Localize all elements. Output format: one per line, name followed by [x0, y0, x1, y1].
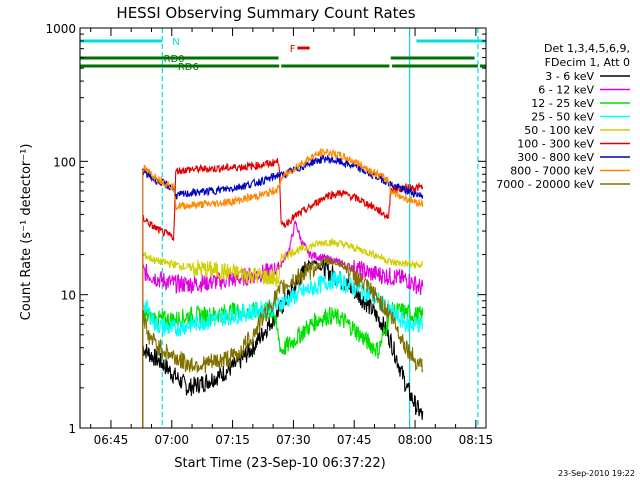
legend-label-1: 6 - 12 keV: [538, 84, 594, 97]
legend: Det 1,3,4,5,6,9, FDecim 1, Att 0 3 - 6 k…: [496, 42, 630, 191]
y-tick-label-0: 1: [68, 422, 76, 436]
x-tick-label-0: 06:45: [94, 433, 129, 447]
legend-label-2: 12 - 25 keV: [531, 97, 594, 110]
series-line-1: [142, 220, 424, 428]
legend-header-line-1: Det 1,3,4,5,6,9,: [544, 42, 630, 55]
legend-label-8: 7000 - 20000 keV: [496, 178, 594, 191]
series-line-8: [142, 255, 424, 428]
x-tick-label-6: 08:15: [459, 433, 494, 447]
legend-label-7: 800 - 7000 keV: [510, 165, 594, 178]
x-tick-label-1: 07:00: [154, 433, 189, 447]
y-tick-label-2: 100: [53, 155, 76, 169]
legend-label-0: 3 - 6 keV: [545, 70, 594, 83]
series-line-7: [142, 147, 424, 428]
flag-label-f: F: [290, 44, 296, 55]
legend-label-5: 100 - 300 keV: [517, 138, 594, 151]
flag-label-n: N: [172, 37, 179, 48]
y-axis-label: Count Rate (s⁻¹ detector⁻¹): [19, 144, 34, 321]
x-tick-label-4: 07:45: [337, 433, 372, 447]
plot-frame: [79, 27, 487, 429]
x-tick-label-5: 08:00: [398, 433, 433, 447]
series-line-0: [142, 259, 424, 428]
chart-title: HESSI Observing Summary Count Rates: [116, 4, 415, 22]
x-tick-label-2: 07:15: [215, 433, 250, 447]
series-layer: [142, 147, 424, 428]
series-line-5: [142, 158, 424, 428]
flag-label-rd0: RD0: [164, 54, 185, 65]
plot-area: [79, 28, 479, 428]
legend-label-3: 25 - 50 keV: [531, 111, 594, 124]
series-line-6: [142, 154, 424, 428]
axes: 1 10 100 1000 06:45 07:00 07:15 07:30 07:45 08:00…: [45, 22, 493, 447]
series-line-3: [142, 270, 424, 428]
x-tick-label-3: 07:30: [276, 433, 311, 447]
footer-timestamp: 23-Sep-2010 19:22: [558, 469, 635, 478]
legend-label-6: 300 - 800 keV: [517, 151, 594, 164]
series-line-4: [142, 237, 424, 428]
legend-header-line-2: FDecim 1, Att 0: [545, 56, 630, 69]
y-tick-label-3: 1000: [45, 22, 76, 36]
y-tick-label-1: 10: [61, 289, 76, 303]
series-line-2: [142, 301, 424, 428]
x-axis-label: Start Time (23-Sep-10 06:37:22): [174, 456, 385, 471]
flag-label-rd6: RD6: [178, 62, 199, 73]
legend-label-4: 50 - 100 keV: [524, 124, 594, 137]
